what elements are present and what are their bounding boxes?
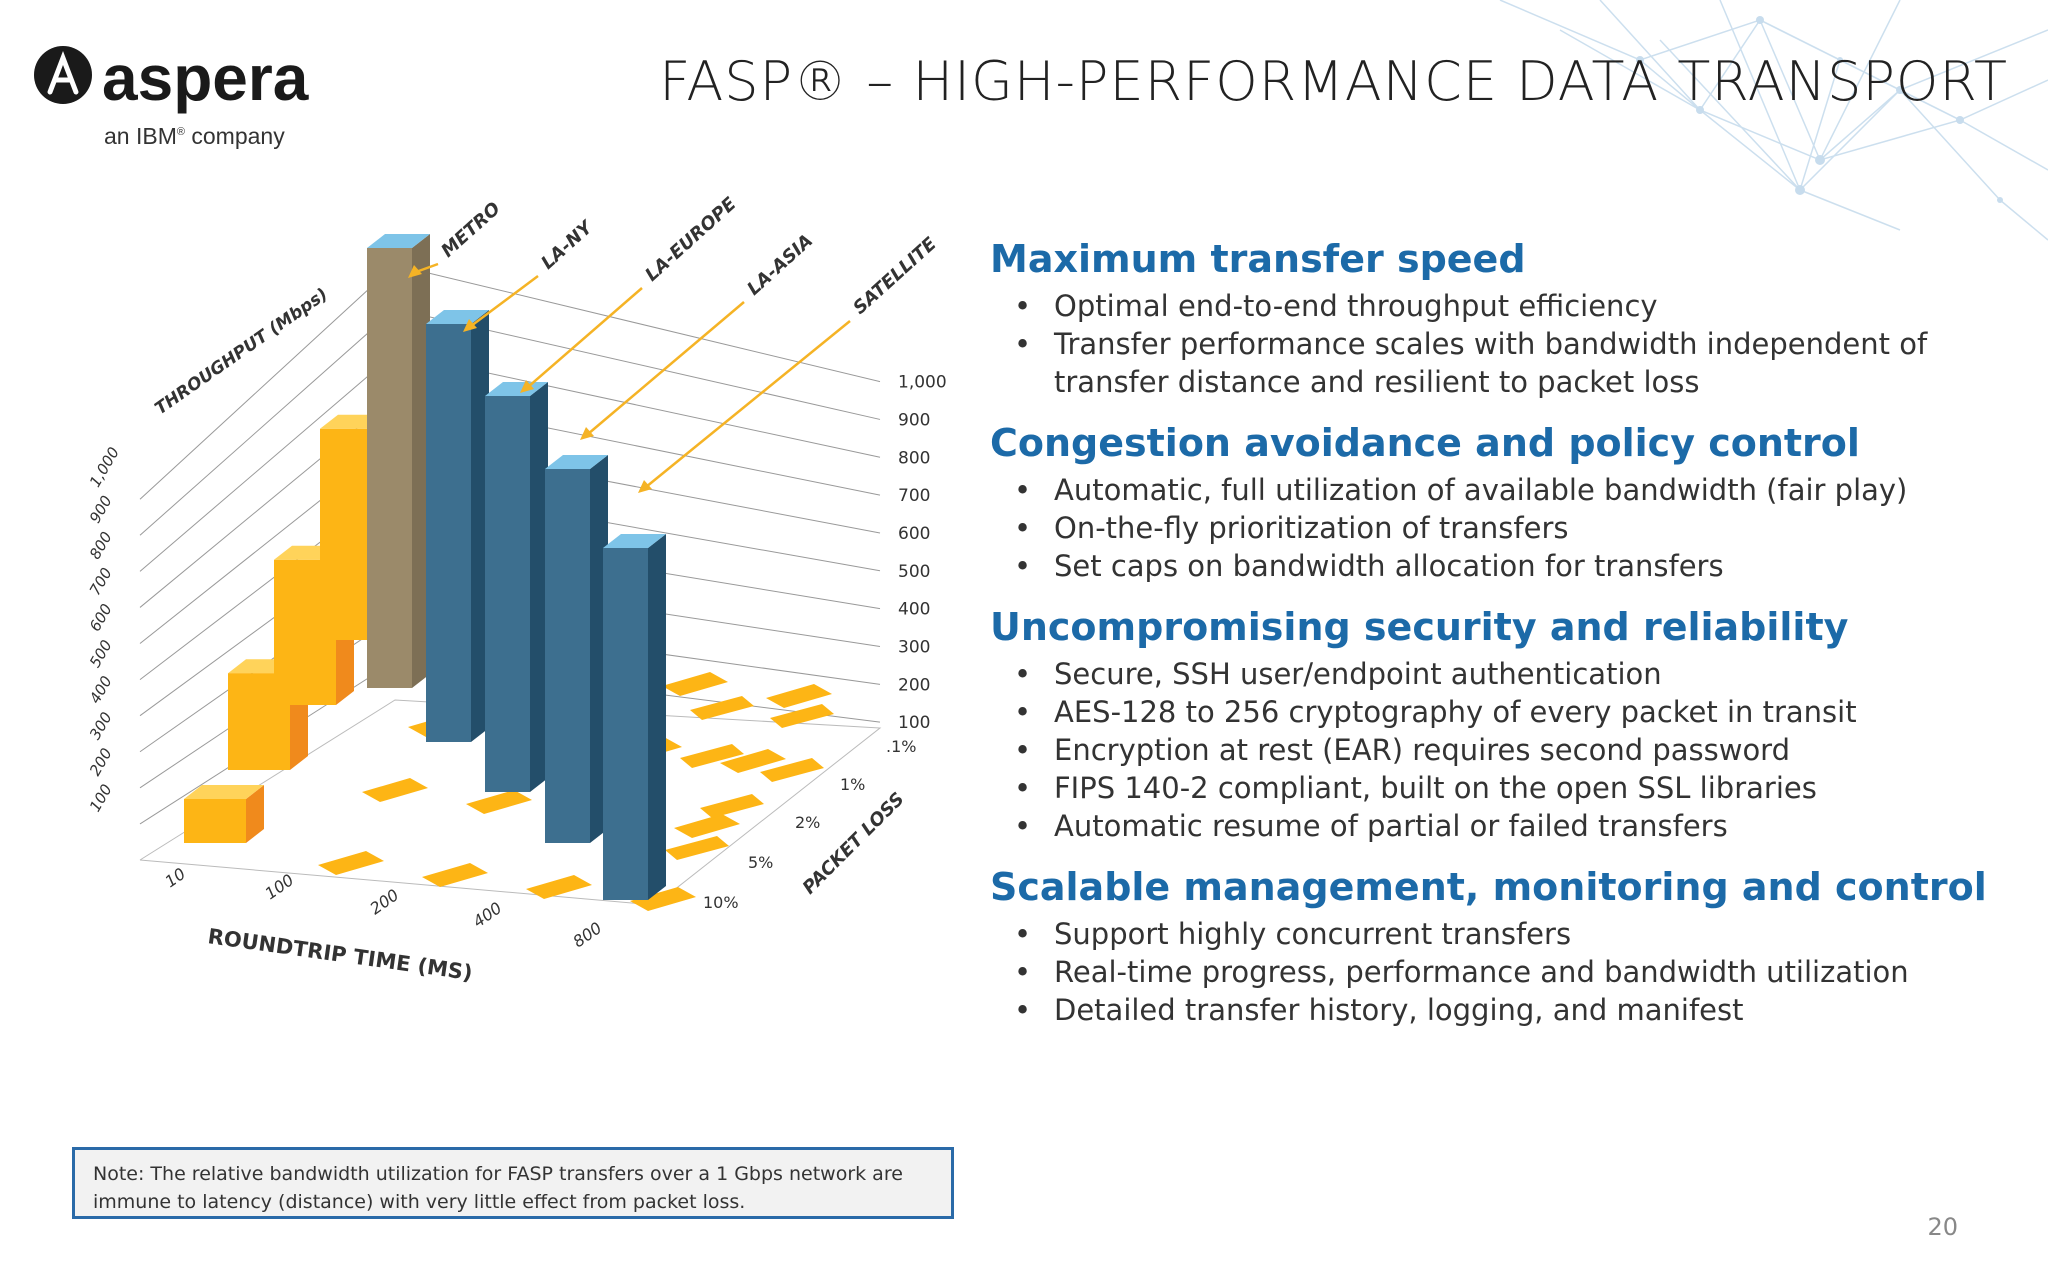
fasp-bars [367,234,666,900]
y-tick-label-left: 600 [86,601,116,635]
callout-label: LA-NY [537,216,598,274]
y-tick-label-right: 700 [898,486,930,506]
fasp-bar [603,534,666,900]
y-tick-label-left: 1,000 [86,444,123,490]
tcp-bar [526,875,592,899]
page-title: FASP® – HIGH-PERFORMANCE DATA TRANSPORT [659,50,2008,113]
aspera-logo: aspera an IBM® company [30,42,330,157]
y-tick-label-right: 900 [898,410,930,430]
bullet-item: Set caps on bandwidth allocation for tra… [990,547,1990,585]
logo-word: aspera [102,42,309,114]
y-tick-label-right: 1,000 [898,373,947,393]
bullet-item: Transfer performance scales with bandwid… [990,325,1990,401]
tcp-bar [184,785,264,843]
bullet-item: Support highly concurrent transfers [990,915,1990,953]
section-heading: Uncompromising security and reliability [990,605,1849,649]
z-tick-label: .1% [886,737,916,756]
tcp-bar [720,749,786,773]
bullet-item: Encryption at rest (EAR) requires second… [990,731,1990,769]
fasp-bar [426,310,489,742]
callout-label: METRO [437,198,504,262]
y-tick-label-right: 500 [898,562,930,582]
callout-la-asia: LA-ASIA [580,230,817,440]
tcp-bar [700,794,764,818]
page-number: 20 [1927,1213,1958,1241]
tcp-bar [665,836,729,860]
callout-label: SATELLITE [849,233,941,319]
bullet-item: Detailed transfer history, logging, and … [990,991,1990,1029]
y-tick-label-left: 900 [86,492,116,526]
bullet-item: FIPS 140-2 compliant, built on the open … [990,769,1990,807]
tcp-bar [690,696,754,720]
tcp-bar [662,672,728,696]
z-tick-label: 10% [703,893,739,912]
y-axis-ticks-right: 100 200 300 400 500 600 700 800 900 1,000 [898,373,947,734]
y-tick-label-right: 300 [898,637,930,657]
tcp-bar [770,704,834,728]
section-heading: Scalable management, monitoring and cont… [990,865,1987,909]
tcp-bar [760,758,824,782]
bullet-item: Automatic, full utilization of available… [990,471,1990,509]
note-box: Note: The relative bandwidth utilization… [72,1147,954,1219]
bullet-item: Optimal end-to-end throughput efficiency [990,287,1990,325]
x-tick-label: 100 [261,870,297,903]
bullet-item: Automatic resume of partial or failed tr… [990,807,1990,845]
x-tick-label: 400 [469,898,505,931]
y-tick-label-left: 700 [86,565,116,599]
callout-label: LA-EUROPE [641,193,741,286]
callout-label: LA-ASIA [743,230,817,299]
x-tick-label: 200 [366,885,402,918]
z-tick-label: 1% [840,775,865,794]
bullet-list: Automatic, full utilization of available… [990,471,1990,585]
fasp-bar [545,455,608,843]
tcp-bar [362,778,428,802]
tcp-bar [674,814,740,838]
x-tick-label: 800 [569,918,605,951]
y-tick-label-right: 600 [898,524,930,544]
logo-subtitle: an IBM® company [104,123,285,149]
callout-satellite: SATELLITE [638,233,941,493]
bullet-item: On-the-fly prioritization of transfers [990,509,1990,547]
y-tick-label-right: 800 [898,448,930,468]
tcp-bar [422,863,488,887]
note-line-2: immune to latency (distance) with very l… [93,1191,746,1213]
fasp-bar [367,234,430,688]
z-axis-label: PACKET LOSS [799,789,909,899]
section-heading: Congestion avoidance and policy control [990,421,1860,465]
tcp-bar [466,790,532,814]
tcp-bar [766,684,832,708]
x-axis-label: ROUNDTRIP TIME (MS) [206,924,474,985]
z-tick-label: 5% [748,853,773,872]
feature-list: Maximum transfer speed Optimal end-to-end… [990,235,1990,1047]
z-tick-label: 2% [795,813,820,832]
z-axis-ticks: .1% 1% 2% 5% 10% [703,737,916,912]
bullet-item: Secure, SSH user/endpoint authentication [990,655,1990,693]
section-heading: Maximum transfer speed [990,237,1526,281]
bullet-list: Optimal end-to-end throughput efficiency… [990,287,1990,401]
y-tick-label-right: 200 [898,675,930,695]
bullet-item: Real-time progress, performance and band… [990,953,1990,991]
bullet-list: Secure, SSH user/endpoint authentication… [990,655,1990,845]
y-tick-label-right: 400 [898,600,930,620]
y-tick-label-left: 400 [86,673,116,707]
tcp-bar [680,744,744,768]
tcp-bar [318,851,384,875]
y-tick-label-left: 300 [86,709,116,743]
y-tick-label-left: 100 [86,781,116,815]
fasp-bar [485,382,548,792]
y-tick-label-left: 200 [86,745,116,779]
y-tick-label-right: 100 [898,713,930,733]
y-axis-label: THROUGHPUT (Mbps) [151,285,331,420]
bullet-list: Support highly concurrent transfersReal-… [990,915,1990,1029]
note-line-1: Note: The relative bandwidth utilization… [93,1163,903,1185]
y-tick-label-left: 800 [86,529,116,563]
y-tick-label-left: 500 [86,637,116,671]
tcp-bar [630,887,696,911]
bullet-item: AES-128 to 256 cryptography of every pac… [990,693,1990,731]
x-tick-label: 10 [161,864,189,891]
aspera-logo-graphic: aspera an IBM® company [34,42,309,149]
